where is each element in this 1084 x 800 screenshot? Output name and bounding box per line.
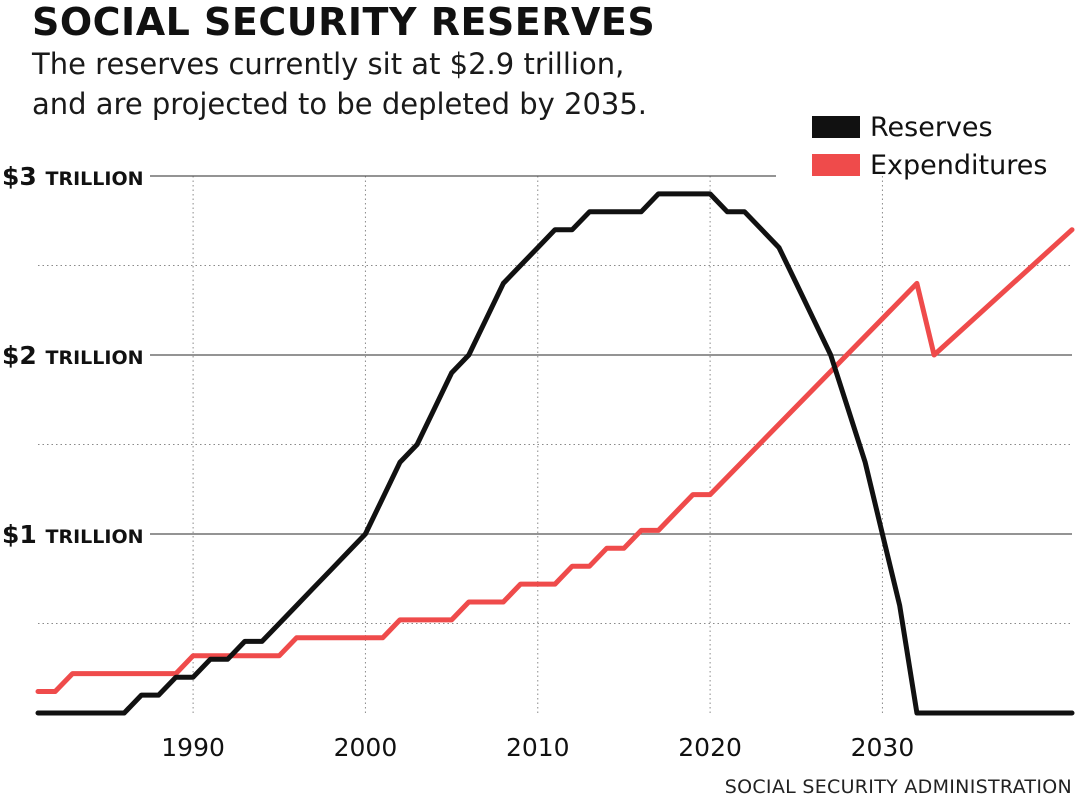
- y-tick-unit-2: TRILLION: [46, 347, 144, 369]
- chart-title: SOCIAL SECURITY RESERVES: [32, 0, 656, 44]
- y-tick-unit-3: TRILLION: [46, 168, 144, 190]
- chart-legend: Reserves Expenditures: [812, 108, 1047, 184]
- legend-item-expenditures: Expenditures: [812, 146, 1047, 184]
- y-tick-amount-1: $1: [2, 520, 46, 549]
- x-tick-label-1990: 1990: [161, 733, 225, 762]
- y-tick-amount-3: $3: [2, 162, 46, 191]
- x-tick-label-2010: 2010: [506, 733, 570, 762]
- x-tick-label-2030: 2030: [851, 733, 915, 762]
- y-tick-amount-2: $2: [2, 341, 46, 370]
- chart-subtitle: The reserves currently sit at $2.9 trill…: [32, 44, 792, 124]
- series-line-expenditures: [35, 227, 1075, 694]
- legend-swatch-expenditures: [812, 154, 860, 176]
- y-tick-label-1: $1 TRILLION: [2, 520, 144, 549]
- series-line-reserves: [35, 191, 1075, 716]
- legend-item-reserves: Reserves: [812, 108, 1047, 146]
- y-tick-label-2: $2 TRILLION: [2, 341, 144, 370]
- y-tick-label-3: $3 TRILLION: [2, 162, 144, 191]
- y-tick-unit-1: TRILLION: [46, 526, 144, 548]
- source-credit: SOCIAL SECURITY ADMINISTRATION: [724, 776, 1072, 798]
- subtitle-line-1: The reserves currently sit at $2.9 trill…: [32, 47, 625, 81]
- legend-label-expenditures: Expenditures: [870, 149, 1048, 181]
- x-tick-label-2020: 2020: [678, 733, 742, 762]
- x-tick-label-2000: 2000: [334, 733, 398, 762]
- legend-swatch-reserves: [812, 116, 860, 138]
- subtitle-line-2: and are projected to be depleted by 2035…: [32, 87, 648, 121]
- legend-label-reserves: Reserves: [870, 111, 993, 143]
